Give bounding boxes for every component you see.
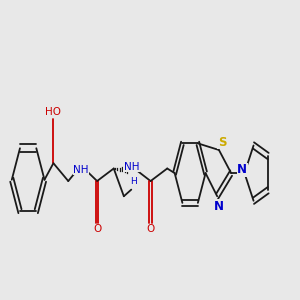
Text: S: S [218, 136, 226, 148]
Text: HO: HO [45, 107, 62, 117]
Text: H: H [130, 177, 136, 186]
Text: N: N [237, 163, 247, 176]
Text: N: N [214, 200, 224, 213]
Text: NH: NH [124, 161, 139, 172]
Text: O: O [146, 224, 155, 234]
Text: NH: NH [73, 165, 89, 175]
Text: O: O [93, 224, 101, 234]
